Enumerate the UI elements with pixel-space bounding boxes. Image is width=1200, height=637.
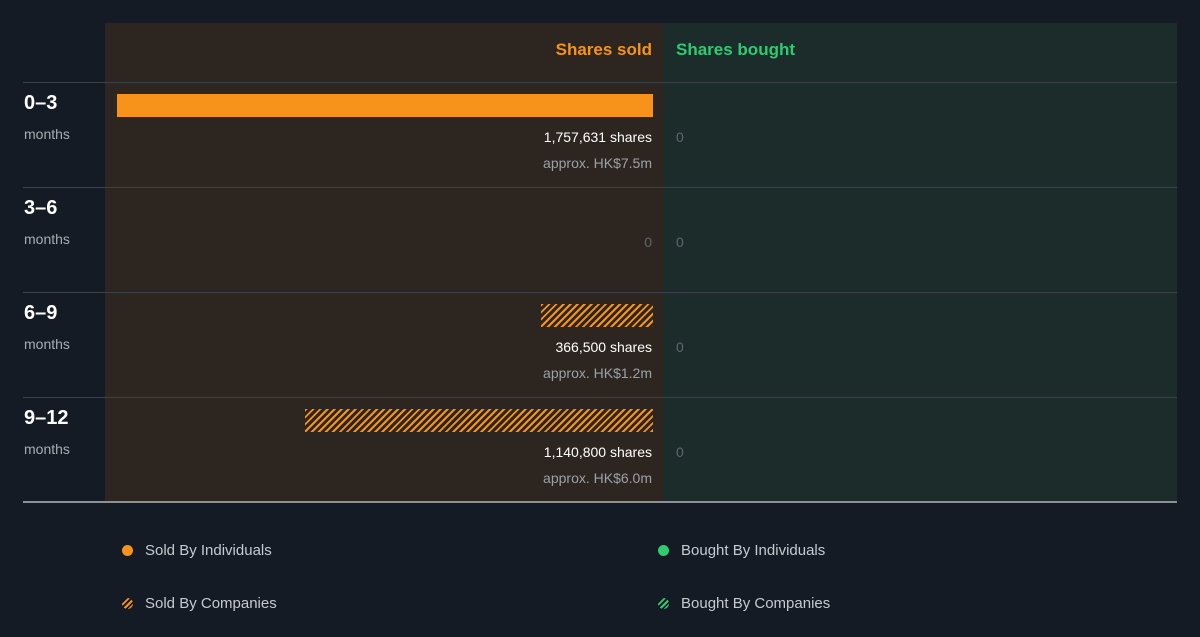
shares-sold-header: Shares sold <box>555 40 652 59</box>
sold-approx-value: approx. HK$1.2m <box>543 365 652 381</box>
legend-label: Sold By Individuals <box>145 542 272 559</box>
bar-sold-individuals <box>117 94 653 117</box>
bought-value: 0 <box>676 339 684 355</box>
legend-sold-companies: Sold By Companies <box>122 595 277 612</box>
sold-shares-value: 1,140,800 shares <box>543 444 652 460</box>
period-label: 9–12 <box>24 407 69 429</box>
shares-bought-column <box>664 23 1177 502</box>
sold-approx-value: approx. HK$7.5m <box>543 155 652 171</box>
row-divider <box>23 82 1177 83</box>
sold-value: 0 <box>644 234 652 250</box>
row-divider <box>23 187 1177 188</box>
period-unit: months <box>24 441 70 457</box>
bar-sold-companies <box>541 304 653 327</box>
period-unit: months <box>24 336 70 352</box>
bought-value: 0 <box>676 234 684 250</box>
bought-value: 0 <box>676 129 684 145</box>
legend-label: Bought By Individuals <box>681 542 826 559</box>
legend-bought-companies: Bought By Companies <box>658 595 830 612</box>
sold-shares-value: 366,500 shares <box>555 339 652 355</box>
solid-dot-icon <box>658 545 669 556</box>
sold-shares-value: 1,757,631 shares <box>543 129 652 145</box>
row-divider <box>23 292 1177 293</box>
sold-approx-value: approx. HK$6.0m <box>543 470 652 486</box>
legend-label: Bought By Companies <box>681 595 831 612</box>
period-unit: months <box>24 126 70 142</box>
chart-baseline <box>23 501 1177 503</box>
bar-sold-companies <box>305 409 653 432</box>
legend-bought-individuals: Bought By Individuals <box>658 542 825 559</box>
period-label: 0–3 <box>24 92 58 114</box>
legend-label: Sold By Companies <box>145 595 277 612</box>
solid-dot-icon <box>122 545 133 556</box>
legend-sold-individuals: Sold By Individuals <box>122 542 272 559</box>
period-unit: months <box>24 231 70 247</box>
shares-bought-header: Shares bought <box>676 40 796 59</box>
row-divider <box>23 397 1177 398</box>
period-label: 6–9 <box>24 302 58 324</box>
hatched-dot-icon <box>658 598 669 609</box>
hatched-dot-icon <box>122 598 133 609</box>
period-label: 3–6 <box>24 197 58 219</box>
bought-value: 0 <box>676 444 684 460</box>
